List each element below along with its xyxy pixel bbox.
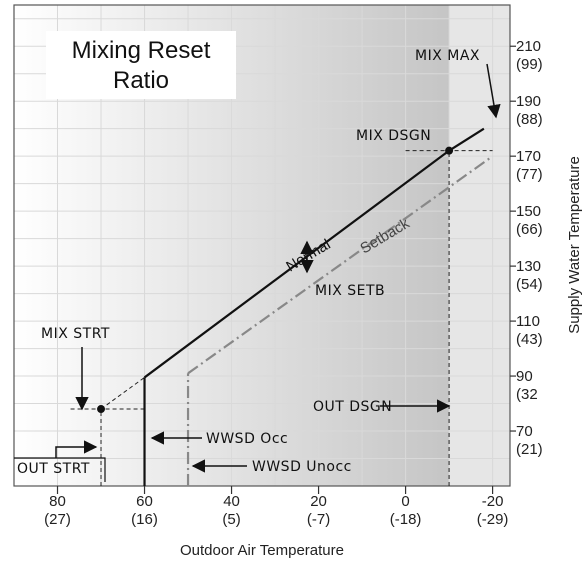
mix-dsgn-label: MIX DSGN <box>356 128 431 144</box>
y-tick-sublabel: (77) <box>516 166 543 183</box>
y-tick-label: 90 <box>516 368 533 385</box>
y-tick-sublabel: (21) <box>516 441 543 458</box>
out-strt-arrow <box>55 440 98 458</box>
mix-max-label: MIX MAX <box>415 48 480 64</box>
mix-strt-label: MIX STRT <box>41 326 110 342</box>
y-tick-sublabel: (54) <box>516 276 543 293</box>
x-tick-label: -20 <box>482 493 504 510</box>
y-tick-sublabel: (43) <box>516 331 543 348</box>
x-tick-sublabel: (-18) <box>390 511 422 528</box>
y-tick-sublabel: (88) <box>516 111 543 128</box>
x-axis-ticks: 80(27) 60(16) 40(5) 20(-7) 0(-18) -20(-29) <box>44 486 508 528</box>
series-setback-line <box>187 155 494 375</box>
chart-title-line-1: Mixing Reset <box>72 37 211 64</box>
y-tick-sublabel: (32 <box>516 386 538 403</box>
x-tick-sublabel: (16) <box>131 511 158 528</box>
y-tick-sublabel: (99) <box>516 56 543 73</box>
x-tick-label: 60 <box>136 493 153 510</box>
wwsd-unocc-label: WWSD Unocc <box>252 459 352 475</box>
y-tick-label: 210 <box>516 38 541 55</box>
mix-strt-point <box>97 405 106 414</box>
mix-dsgn-point <box>445 146 454 155</box>
x-tick-sublabel: (-29) <box>477 511 509 528</box>
x-tick-label: 0 <box>401 493 409 510</box>
x-axis-label: Outdoor Air Temperature <box>180 542 344 559</box>
x-tick-label: 80 <box>49 493 66 510</box>
y-axis-ticks: 210(99) 190(88) 170(77) 150(66) 130(54) 110(4… <box>510 38 543 458</box>
y-tick-label: 170 <box>516 148 541 165</box>
y-tick-label: 150 <box>516 203 541 220</box>
out-dsgn-label: OUT DSGN <box>313 399 392 415</box>
x-tick-sublabel: (5) <box>222 511 240 528</box>
y-tick-label: 190 <box>516 93 541 110</box>
out-strt-label: OUT STRT <box>17 461 90 477</box>
plot-border <box>13 4 511 487</box>
x-tick-label: 20 <box>310 493 327 510</box>
y-tick-label: 130 <box>516 258 541 275</box>
design-shaded-region <box>449 5 510 486</box>
chart-title-line-2: Ratio <box>113 67 169 94</box>
mix-max-arrow <box>486 63 501 119</box>
y-tick-sublabel: (66) <box>516 221 543 238</box>
mix-setb-label: MIX SETB <box>315 283 385 299</box>
x-tick-sublabel: (-7) <box>307 511 330 528</box>
y-tick-label: 110 <box>516 313 540 330</box>
x-tick-label: 40 <box>223 493 240 510</box>
y-axis-label: Supply Water Temperature <box>566 156 583 334</box>
y-tick-label: 70 <box>516 423 533 440</box>
out-strt-bracket <box>14 457 106 482</box>
wwsd-occ-label: WWSD Occ <box>206 431 288 447</box>
key-points <box>97 146 454 414</box>
title-background <box>46 31 236 99</box>
start-extension-line <box>100 377 145 410</box>
x-tick-sublabel: (27) <box>44 511 71 528</box>
